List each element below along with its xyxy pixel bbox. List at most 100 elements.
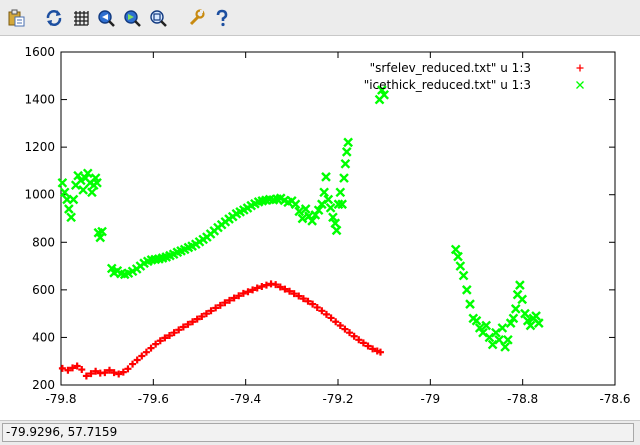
data-point <box>239 289 247 297</box>
data-point <box>87 187 97 198</box>
data-point <box>505 318 516 329</box>
data-point <box>508 313 519 324</box>
data-point <box>207 307 215 315</box>
data-point <box>295 292 303 300</box>
data-point <box>244 288 252 296</box>
data-point <box>450 244 461 255</box>
x-tick-label: -78.8 <box>507 392 538 406</box>
data-point <box>355 336 363 344</box>
data-point <box>313 303 321 311</box>
data-point <box>189 318 197 326</box>
data-point <box>142 348 150 356</box>
y-tick-label: 1400 <box>24 93 55 107</box>
data-point <box>313 205 324 216</box>
data-point <box>299 295 307 303</box>
data-point <box>119 368 127 376</box>
zoom-next-icon[interactable] <box>122 8 142 28</box>
data-point <box>184 320 192 328</box>
legend-marker <box>576 64 584 72</box>
zoom-previous-icon[interactable] <box>96 8 116 28</box>
data-point <box>340 158 351 169</box>
data-point <box>359 339 367 347</box>
data-point <box>510 304 521 314</box>
data-point <box>78 366 86 374</box>
data-point <box>281 285 289 293</box>
data-point <box>262 281 270 289</box>
legend-label: "srfelev_reduced.txt" u 1:3 <box>370 61 531 75</box>
data-point <box>531 311 541 321</box>
data-point <box>346 329 354 337</box>
data-point <box>481 320 492 331</box>
x-tick-label: -79 <box>421 392 441 406</box>
data-point <box>290 290 298 298</box>
data-point <box>376 348 384 356</box>
y-tick-label: 1000 <box>24 188 55 202</box>
data-point <box>341 325 349 333</box>
data-point <box>101 369 109 377</box>
x-tick-label: -79.8 <box>45 392 76 406</box>
help-icon[interactable] <box>212 8 232 28</box>
data-point <box>336 322 344 330</box>
data-point <box>458 270 469 281</box>
data-point <box>253 284 261 292</box>
data-point <box>500 342 510 352</box>
options-wrench-icon[interactable] <box>186 8 206 28</box>
data-point <box>484 332 495 343</box>
x-tick-label: -78.6 <box>599 392 630 406</box>
data-point <box>487 339 498 350</box>
data-point <box>175 326 183 334</box>
data-point <box>212 304 220 312</box>
data-point <box>533 318 544 329</box>
data-point <box>369 345 377 353</box>
y-tick-label: 400 <box>32 330 55 344</box>
data-point <box>82 168 93 179</box>
data-point <box>522 315 533 326</box>
data-point <box>87 370 95 378</box>
data-point <box>82 372 90 380</box>
x-tick-label: -79.4 <box>230 392 261 406</box>
data-point <box>478 327 488 338</box>
data-point <box>332 318 340 326</box>
data-point <box>300 204 311 214</box>
data-point <box>161 334 169 342</box>
series-1-points <box>58 280 384 380</box>
data-point <box>297 213 308 224</box>
data-point <box>517 294 528 305</box>
data-point <box>339 173 349 183</box>
y-tick-label: 200 <box>32 378 55 392</box>
x-tick-label: -79.2 <box>322 392 353 406</box>
zoom-unzoom-icon[interactable] <box>148 8 168 28</box>
data-point <box>258 283 266 291</box>
data-point <box>319 187 329 198</box>
data-point <box>133 356 141 364</box>
data-point <box>294 206 305 217</box>
data-point <box>341 147 352 157</box>
data-point <box>471 315 482 326</box>
data-point <box>226 296 234 304</box>
cursor-coordinates: -79.9296, 57.7159 <box>2 423 634 442</box>
data-point <box>147 344 155 352</box>
plot-frame <box>60 51 616 386</box>
data-point <box>318 307 326 315</box>
data-point <box>515 280 525 290</box>
data-point <box>66 212 77 223</box>
grid-icon[interactable] <box>71 8 91 28</box>
data-point <box>331 225 342 236</box>
data-point <box>309 300 317 308</box>
scatter-chart: 200 400 600 800 1000 1200 1400 1600 -79.8 -79.6 -… <box>24 45 630 406</box>
data-point <box>179 323 187 331</box>
replot-icon[interactable] <box>44 8 64 28</box>
plot-area[interactable]: 200 400 600 800 1000 1200 1400 1600 -79.8 -79.6 -… <box>0 36 640 420</box>
data-point <box>129 360 137 368</box>
copy-clipboard-icon[interactable] <box>7 8 27 28</box>
series-2-points <box>57 85 544 352</box>
data-point <box>165 332 173 340</box>
data-point <box>307 216 317 226</box>
data-point <box>525 320 536 331</box>
data-point <box>235 292 243 300</box>
data-point <box>105 366 113 374</box>
data-point <box>322 310 330 318</box>
data-point <box>57 177 68 188</box>
data-point <box>69 364 77 372</box>
data-point <box>379 89 390 100</box>
